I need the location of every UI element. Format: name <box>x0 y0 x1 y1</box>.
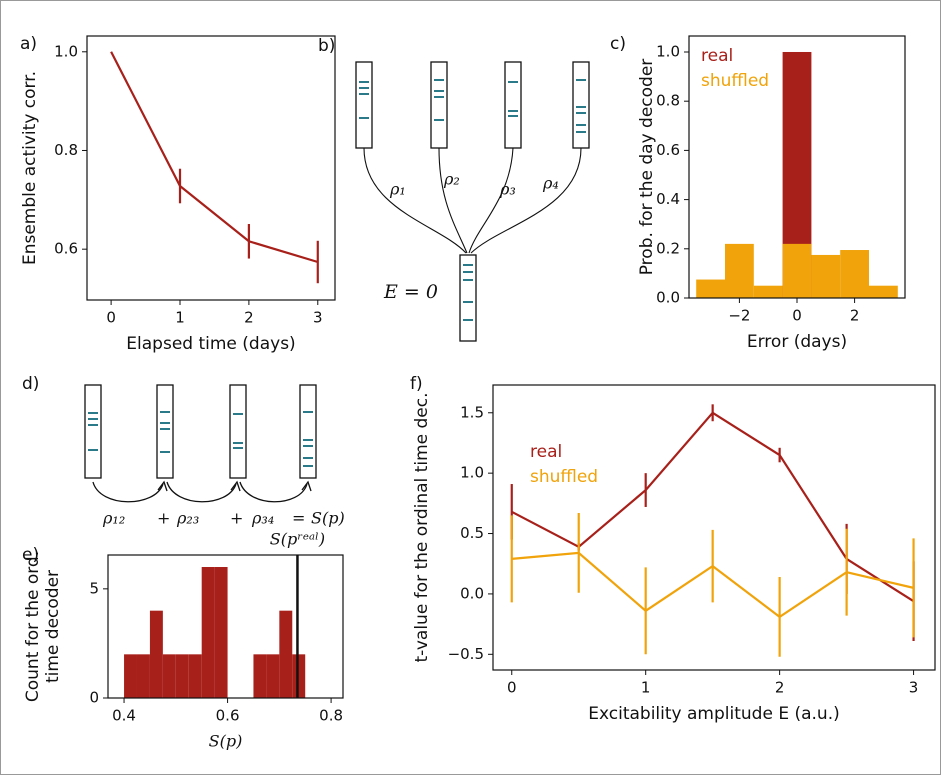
x-axis-label: Error (days) <box>747 332 847 352</box>
sum-term: ρ₂₃ <box>176 509 199 528</box>
x-axis-label: Excitability amplitude E (a.u.) <box>588 704 839 724</box>
ensembles-b <box>355 61 590 342</box>
data-line <box>110 51 319 264</box>
panel-label: b) <box>318 36 335 56</box>
hist-bar <box>811 254 841 298</box>
hist-bar <box>782 243 812 298</box>
rho-label: ρ₃ <box>499 180 516 199</box>
panel-label: f) <box>410 374 423 394</box>
sum-term: ρ₁₂ <box>102 509 125 528</box>
y-tick-label: 0.8 <box>54 141 78 159</box>
hist-bar <box>840 250 869 298</box>
sum-operator: + <box>157 509 170 528</box>
reference-label: S(pʳᵉᵃˡ) <box>270 530 325 549</box>
x-tick-label: 0.4 <box>112 707 136 725</box>
y-tick-label: 1.0 <box>656 42 680 60</box>
axes-frame <box>107 554 344 699</box>
legend-entry: real <box>701 46 733 66</box>
axes-frame <box>492 384 936 671</box>
hist-bar <box>753 285 783 298</box>
rho-label: ρ₁ <box>389 180 406 199</box>
ensembles-d <box>84 384 317 503</box>
x-axis-label: Elapsed time (days) <box>126 334 295 354</box>
y-tick-label: 0.5 <box>460 524 484 542</box>
x-axis-label: S(p) <box>209 732 243 751</box>
sum-term: ρ₃₄ <box>251 509 274 528</box>
x-tick-label: 1 <box>641 679 651 697</box>
y-tick-label: 0.6 <box>656 141 680 159</box>
y-tick-label: 0.6 <box>54 240 78 258</box>
hist-bar <box>869 285 898 298</box>
hist-bar <box>124 654 137 698</box>
y-axis-label: Prob. for the day decoder <box>637 59 657 276</box>
x-tick-label: 3 <box>313 309 323 327</box>
hist-bar <box>201 567 215 698</box>
y-tick-label: 1.0 <box>460 464 484 482</box>
y-tick-label: 1.5 <box>460 403 484 421</box>
diagram-b <box>363 147 582 254</box>
y-tick-label: −0.5 <box>448 645 484 663</box>
axes-frame <box>86 35 336 301</box>
y-axis-label: time decoder <box>43 570 63 683</box>
hist-bar <box>253 654 267 698</box>
hist-bar <box>214 567 228 698</box>
e-label: E = 0 <box>383 281 438 303</box>
panel-label: c) <box>610 34 626 54</box>
hist-bar <box>292 654 306 698</box>
hist-bar <box>136 654 150 698</box>
panel-label: d) <box>22 374 39 394</box>
x-tick-label: 0.6 <box>216 707 240 725</box>
y-tick-label: 1.0 <box>54 42 78 60</box>
panel-label: e) <box>22 545 39 565</box>
sum-operator: + <box>230 509 243 528</box>
x-tick-label: −2 <box>728 307 750 325</box>
hist-bar <box>696 279 725 298</box>
hist-bar <box>725 243 754 298</box>
hist-bar <box>266 654 280 698</box>
legend-entry: shuffled <box>701 71 769 91</box>
panel-label: a) <box>20 34 37 54</box>
rho-label: ρ₂ <box>443 170 460 189</box>
hist-bar <box>162 654 176 698</box>
y-axis-label: Count for the ord. <box>23 551 43 702</box>
y-tick-label: 0.4 <box>656 190 680 208</box>
x-tick-label: 0 <box>507 679 517 697</box>
x-tick-label: 0 <box>792 307 802 325</box>
x-tick-label: 0.8 <box>319 707 343 725</box>
x-tick-label: 2 <box>775 679 785 697</box>
hist-bar <box>175 654 189 698</box>
rho-label: ρ₄ <box>542 174 559 193</box>
y-tick-label: 0.8 <box>656 92 680 110</box>
y-tick-label: 0 <box>89 689 99 707</box>
y-axis-label: Ensemble activity corr. <box>20 71 40 265</box>
legend-entry: shuffled <box>530 467 598 487</box>
x-tick-label: 2 <box>850 307 860 325</box>
x-tick-label: 1 <box>175 309 185 327</box>
hist-bar <box>149 610 163 698</box>
sum-result: S(p) <box>311 509 345 528</box>
y-tick-label: 0.0 <box>460 584 484 602</box>
hist-bar <box>188 654 202 698</box>
y-axis-label: t-value for the ordinal time dec. <box>412 393 432 663</box>
x-tick-label: 3 <box>909 679 919 697</box>
y-tick-label: 5 <box>89 579 99 597</box>
x-tick-label: 2 <box>244 309 254 327</box>
hist-bar <box>279 610 293 698</box>
sum-operator: = <box>292 509 305 528</box>
y-tick-label: 0.2 <box>656 239 680 257</box>
legend-entry: real <box>530 442 562 462</box>
x-tick-label: 0 <box>106 309 116 327</box>
y-tick-label: 0.0 <box>656 289 680 307</box>
